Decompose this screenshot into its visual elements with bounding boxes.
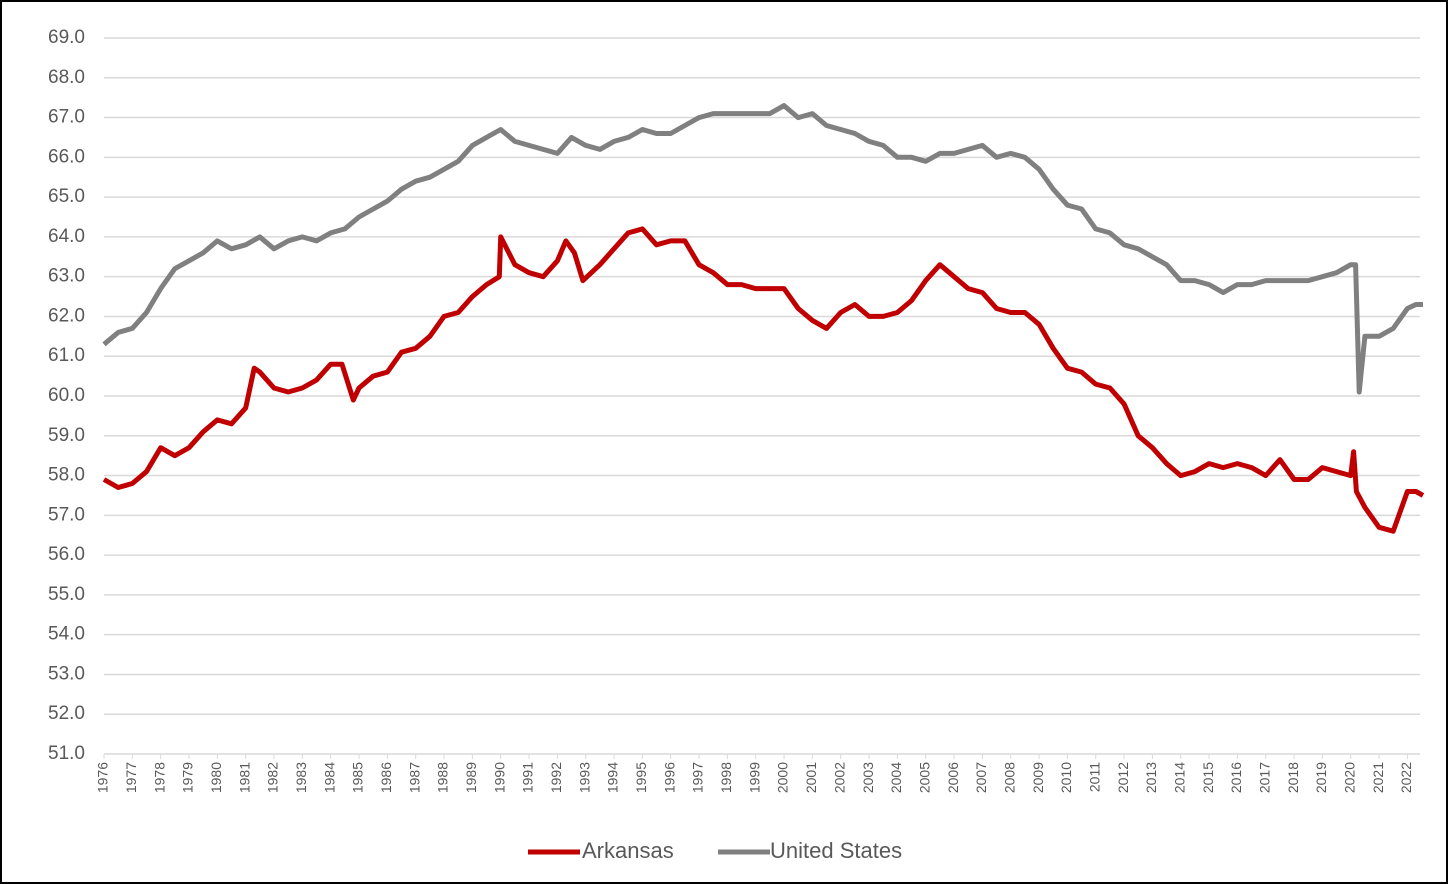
- x-tick-label: 2019: [1313, 762, 1329, 793]
- x-tick-label: 2021: [1370, 762, 1386, 793]
- y-tick-label: 59.0: [48, 425, 85, 446]
- x-tick-label: 1976: [95, 762, 111, 793]
- x-tick-label: 2018: [1285, 762, 1301, 793]
- y-tick-label: 56.0: [48, 544, 85, 565]
- x-tick-label: 2004: [888, 762, 904, 793]
- x-tick-label: 1985: [350, 762, 366, 793]
- y-tick-label: 65.0: [48, 186, 85, 207]
- x-tick-label: 1995: [633, 762, 649, 793]
- x-tick-label: 2005: [916, 762, 932, 793]
- x-tick-label: 2016: [1228, 762, 1244, 793]
- x-tick-label: 2009: [1030, 762, 1046, 793]
- legend-label: United States: [770, 838, 902, 863]
- x-tick-label: 1999: [746, 762, 762, 793]
- y-tick-label: 52.0: [48, 703, 85, 724]
- y-tick-label: 63.0: [48, 266, 85, 287]
- y-tick-label: 67.0: [48, 107, 85, 128]
- y-tick-label: 55.0: [48, 584, 85, 605]
- x-tick-label: 2022: [1398, 762, 1414, 793]
- y-tick-label: 68.0: [48, 67, 85, 88]
- x-tick-label: 2011: [1086, 762, 1102, 792]
- x-tick-label: 1981: [236, 762, 252, 793]
- y-tick-label: 61.0: [48, 345, 85, 366]
- x-tick-label: 2007: [973, 762, 989, 793]
- x-tick-label: 2013: [1143, 762, 1159, 793]
- y-tick-label: 60.0: [48, 385, 85, 406]
- x-tick-label: 1998: [718, 762, 734, 793]
- x-tick-label: 2020: [1341, 762, 1357, 793]
- x-tick-label: 1978: [151, 762, 167, 793]
- x-tick-label: 1979: [180, 762, 196, 793]
- y-tick-label: 54.0: [48, 624, 85, 645]
- x-tick-label: 2012: [1115, 762, 1131, 793]
- x-tick-label: 2006: [945, 762, 961, 793]
- y-tick-label: 62.0: [48, 305, 85, 326]
- x-tick-label: 2014: [1171, 762, 1187, 793]
- x-tick-label: 1991: [520, 762, 536, 793]
- x-tick-label: 1987: [406, 762, 422, 793]
- x-tick-label: 1984: [321, 762, 337, 793]
- y-tick-label: 64.0: [48, 226, 85, 247]
- x-tick-label: 2000: [775, 762, 791, 793]
- x-tick-label: 1982: [265, 762, 281, 793]
- x-tick-label: 2017: [1256, 762, 1272, 793]
- series-line: [102, 226, 1425, 534]
- x-tick-label: 1994: [605, 762, 621, 793]
- y-tick-label: 58.0: [48, 465, 85, 486]
- x-tick-label: 1980: [208, 762, 224, 793]
- x-tick-label: 1986: [378, 762, 394, 793]
- y-tick-label: 53.0: [48, 663, 85, 684]
- x-tick-label: 1992: [548, 762, 564, 793]
- x-tick-label: 2003: [860, 762, 876, 793]
- x-tick-label: 1990: [491, 762, 507, 793]
- y-tick-label: 57.0: [48, 504, 85, 525]
- y-tick-label: 51.0: [48, 743, 85, 764]
- x-tick-label: 1988: [435, 762, 451, 793]
- x-tick-label: 1996: [661, 762, 677, 793]
- x-tick-label: 2002: [831, 762, 847, 793]
- x-tick-label: 2008: [1001, 762, 1017, 793]
- series-line: [102, 103, 1423, 395]
- legend-label: Arkansas: [582, 838, 674, 863]
- x-tick-label: 2010: [1058, 762, 1074, 793]
- x-tick-label: 1983: [293, 762, 309, 793]
- y-tick-label: 69.0: [48, 27, 85, 48]
- x-tick-label: 2001: [803, 762, 819, 793]
- x-tick-label: 2015: [1200, 762, 1216, 793]
- y-tick-label: 66.0: [48, 146, 85, 167]
- x-tick-label: 1977: [123, 762, 139, 793]
- x-tick-label: 1989: [463, 762, 479, 793]
- x-tick-label: 1993: [576, 762, 592, 793]
- x-tick-label: 1997: [690, 762, 706, 793]
